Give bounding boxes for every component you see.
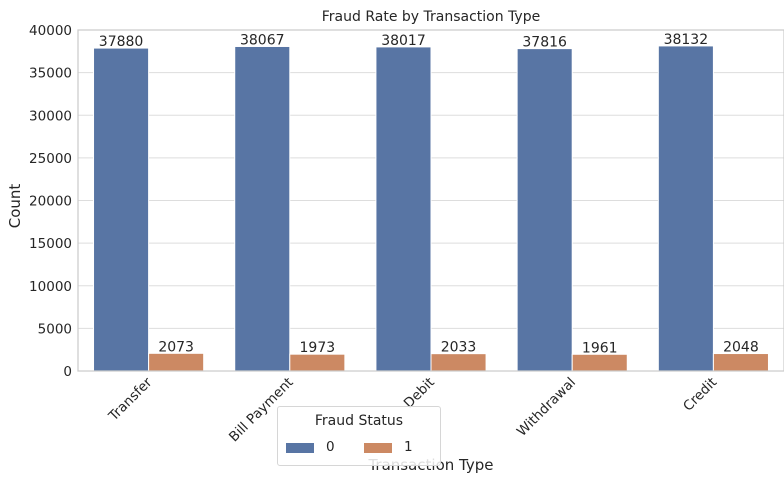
bar-credit-series-1 [712,353,769,372]
legend-label-series-0: 0 [326,439,335,455]
bar-bill-payment-series-0 [234,45,291,372]
bar-value-label: 2033 [441,340,477,356]
x-tick-label: Withdrawal [514,375,579,440]
legend-label-series-1: 1 [404,439,413,455]
legend-swatch-series-0 [286,443,314,453]
x-tick-label: Credit [680,375,720,415]
bar-value-label: 2048 [723,340,759,356]
bar-transfer-series-0 [93,47,150,372]
bar-withdrawal-series-0 [516,48,573,372]
y-tick-labels: 0 5000 10000 15000 20000 25000 30000 35000 40000 [29,23,72,380]
legend-swatch-series-1 [364,443,392,453]
y-tick-label: 25000 [29,151,72,167]
bar-value-label: 1961 [582,340,618,356]
legend-title: Fraud Status [314,413,404,429]
bar-bill-payment-series-1 [289,353,346,372]
bar-debit-series-0 [375,46,432,372]
bar-value-label: 38132 [664,32,709,48]
bar-value-label: 38017 [381,33,426,49]
bar-value-label: 1973 [300,340,336,356]
y-tick-label: 15000 [29,236,72,252]
bar-credit-series-0 [657,45,714,372]
legend: Fraud Status 0 1 [277,406,441,466]
y-tick-label: 40000 [29,23,72,39]
bar-value-label: 2073 [158,339,194,355]
y-tick-label: 0 [63,364,72,380]
y-tick-label: 35000 [29,66,72,82]
bar-value-label: 37816 [522,35,567,51]
plot-frame [77,29,784,372]
y-tick-label: 30000 [29,108,72,124]
bar-withdrawal-series-1 [571,353,628,372]
bar-value-label: 38067 [240,32,285,48]
bar-transfer-series-1 [148,352,205,372]
y-tick-label: 10000 [29,279,72,295]
chart-title: Fraud Rate by Transaction Type [322,9,540,25]
bar-value-label: 37880 [99,34,144,50]
y-tick-label: 5000 [38,321,72,337]
bars [93,45,769,372]
y-axis-label: Count [6,184,24,229]
data-labels: 37880 2073 38067 1973 38017 2033 37816 1961 3813… [99,32,759,356]
bar-debit-series-1 [430,353,487,372]
x-tick-label: Transfer [105,374,156,425]
y-tick-label: 20000 [29,194,72,210]
